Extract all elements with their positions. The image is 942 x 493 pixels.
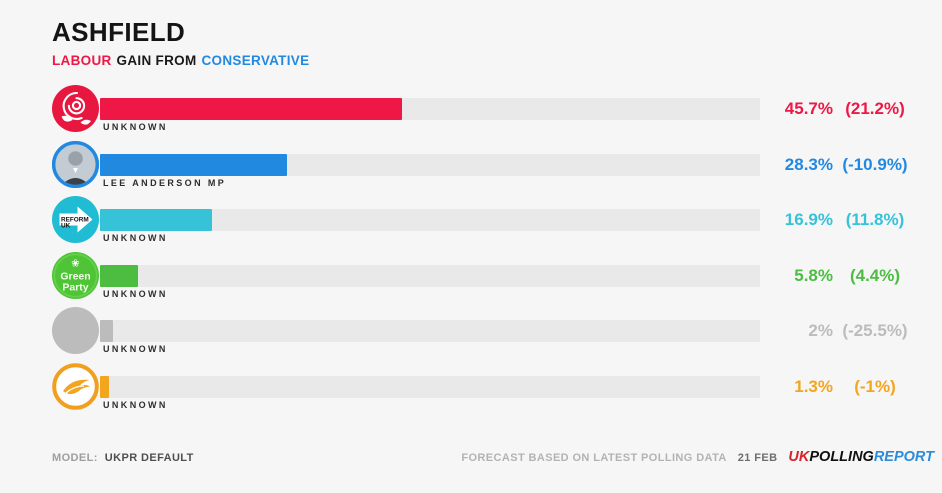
subtitle: LABOUR GAIN FROM CONSERVATIVE bbox=[52, 53, 942, 68]
svg-text:UK: UK bbox=[61, 223, 71, 230]
chart-row-green: ❀ Green Party UNKNOWN 5.8% (4.4%) bbox=[52, 248, 942, 304]
logo-uk: UK bbox=[788, 449, 810, 465]
vote-share-value: 2% bbox=[808, 321, 833, 340]
svg-text:❀: ❀ bbox=[71, 258, 79, 269]
conservative-candidate-avatar bbox=[52, 140, 99, 188]
unknown-party-icon bbox=[52, 307, 99, 354]
bar-track bbox=[100, 264, 760, 287]
result-reform: 16.9% (11.8%) bbox=[775, 209, 917, 231]
subtitle-gain-text: GAIN FROM bbox=[116, 53, 197, 68]
footer-right: FORECAST BASED ON LATEST POLLING DATA 21… bbox=[461, 449, 934, 465]
bar-fill-unknown bbox=[100, 320, 114, 342]
bar-track bbox=[100, 98, 760, 120]
bar-fill-green bbox=[100, 264, 139, 287]
vote-share-value: 1.3% bbox=[794, 376, 833, 396]
candidate-label: UNKNOWN bbox=[103, 233, 168, 243]
lib-dem-bird-icon bbox=[52, 362, 99, 410]
model-value: UKPR DEFAULT bbox=[104, 452, 194, 464]
vote-share-value: 45.7% bbox=[784, 99, 833, 118]
subtitle-losing-party: CONSERVATIVE bbox=[201, 53, 310, 68]
chart-row-conservative: LEE ANDERSON MP 28.3% (-10.9%) bbox=[52, 137, 942, 193]
svg-text:Party: Party bbox=[62, 281, 88, 293]
bar-fill-libdem bbox=[100, 375, 109, 398]
vote-share-value: 16.9% bbox=[784, 210, 833, 229]
result-conservative: 28.3% (-10.9%) bbox=[775, 154, 917, 176]
reform-uk-icon: REFORM UK bbox=[52, 196, 99, 243]
model-label: MODEL: bbox=[52, 452, 98, 464]
logo-report: REPORT bbox=[873, 449, 934, 465]
poll-bar-chart: UNKNOWN 45.7% (21.2%) bbox=[52, 81, 942, 414]
bar-fill-labour bbox=[100, 98, 402, 120]
chart-row-labour: UNKNOWN 45.7% (21.2%) bbox=[52, 81, 942, 137]
bar-fill-conservative bbox=[100, 153, 287, 176]
candidate-label: UNKNOWN bbox=[103, 399, 168, 410]
ukpollingreport-logo: UKPOLLINGREPORT bbox=[788, 449, 934, 465]
result-libdem: 1.3% (-1%) bbox=[775, 376, 917, 398]
bar-track bbox=[100, 209, 760, 231]
chart-row-libdem: UNKNOWN 1.3% (-1%) bbox=[52, 359, 942, 415]
vote-share-value: 5.8% bbox=[794, 265, 833, 285]
forecast-date: 21 FEB bbox=[737, 452, 778, 464]
bar-track bbox=[100, 153, 760, 176]
bar-fill-reform bbox=[100, 209, 212, 231]
svg-text:REFORM: REFORM bbox=[61, 217, 89, 224]
vote-share-change: (4.4%) bbox=[849, 265, 901, 285]
vote-share-change: (11.8%) bbox=[845, 210, 905, 229]
chart-row-reform: REFORM UK UNKNOWN 16.9% (11.8%) bbox=[52, 192, 942, 248]
logo-polling: POLLING bbox=[809, 449, 874, 465]
candidate-label: LEE ANDERSON MP bbox=[103, 177, 227, 188]
bar-track bbox=[100, 320, 760, 342]
vote-share-change: (21.2%) bbox=[845, 99, 905, 118]
vote-share-change: (-1%) bbox=[854, 376, 896, 396]
green-party-icon: ❀ Green Party bbox=[52, 251, 99, 299]
vote-share-change: (-10.9%) bbox=[842, 154, 908, 174]
result-labour: 45.7% (21.2%) bbox=[775, 98, 917, 120]
model-info: MODEL: UKPR DEFAULT bbox=[52, 452, 194, 464]
vote-share-value: 28.3% bbox=[784, 154, 833, 174]
subtitle-gaining-party: LABOUR bbox=[52, 53, 112, 68]
footer: MODEL: UKPR DEFAULT FORECAST BASED ON LA… bbox=[52, 449, 934, 465]
page-title: ASHFIELD bbox=[52, 17, 186, 47]
result-unknown: 2% (-25.5%) bbox=[775, 320, 917, 342]
candidate-label: UNKNOWN bbox=[103, 288, 168, 299]
labour-rose-icon bbox=[52, 85, 99, 132]
bar-track bbox=[100, 375, 760, 398]
forecast-note: FORECAST BASED ON LATEST POLLING DATA bbox=[461, 452, 727, 464]
candidate-label: UNKNOWN bbox=[103, 122, 168, 132]
result-green: 5.8% (4.4%) bbox=[775, 265, 917, 287]
vote-share-change: (-25.5%) bbox=[842, 321, 908, 340]
chart-row-unknown: UNKNOWN 2% (-25.5%) bbox=[52, 303, 942, 359]
svg-text:Green: Green bbox=[60, 270, 90, 282]
candidate-label: UNKNOWN bbox=[103, 344, 168, 354]
